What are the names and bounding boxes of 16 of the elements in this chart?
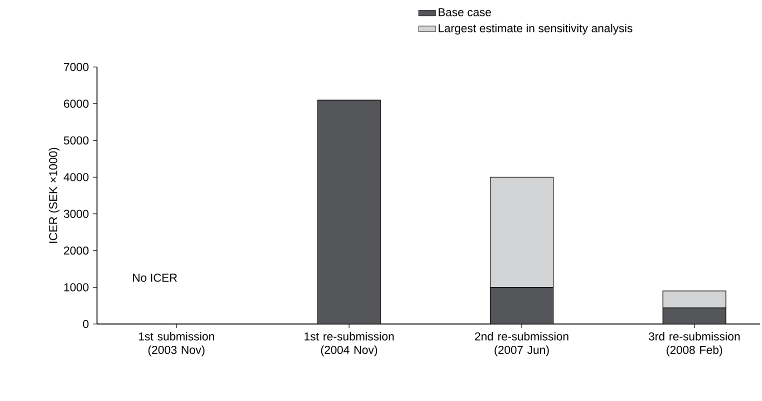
x-tick-label: 2nd re-submission (2007 Jun) [475,332,568,356]
annotation: No ICER [133,274,177,282]
y-tick-label: 7000 [64,62,89,72]
y-tick-label: 1000 [64,283,89,292]
y-tick-label: 0 [83,320,89,328]
y-axis-title: ICER (SEK ×1000) [48,148,60,243]
x-tick-label: 3rd re-submission (2008 Feb) [648,332,740,356]
legend-label: Base case [438,8,492,16]
y-tick-label: 3000 [64,210,89,218]
y-tick-label: 6000 [64,100,89,108]
y-tick-label: 4000 [64,173,89,182]
y-tick-label: 2000 [64,246,89,255]
x-tick-label: 1st re-submission (2004 Nov) [304,332,394,356]
x-tick-label: 1st submission (2003 Nov) [138,332,214,356]
legend-label: Largest estimate in sensitivity analysis [438,24,632,35]
y-tick-label: 5000 [64,136,89,144]
